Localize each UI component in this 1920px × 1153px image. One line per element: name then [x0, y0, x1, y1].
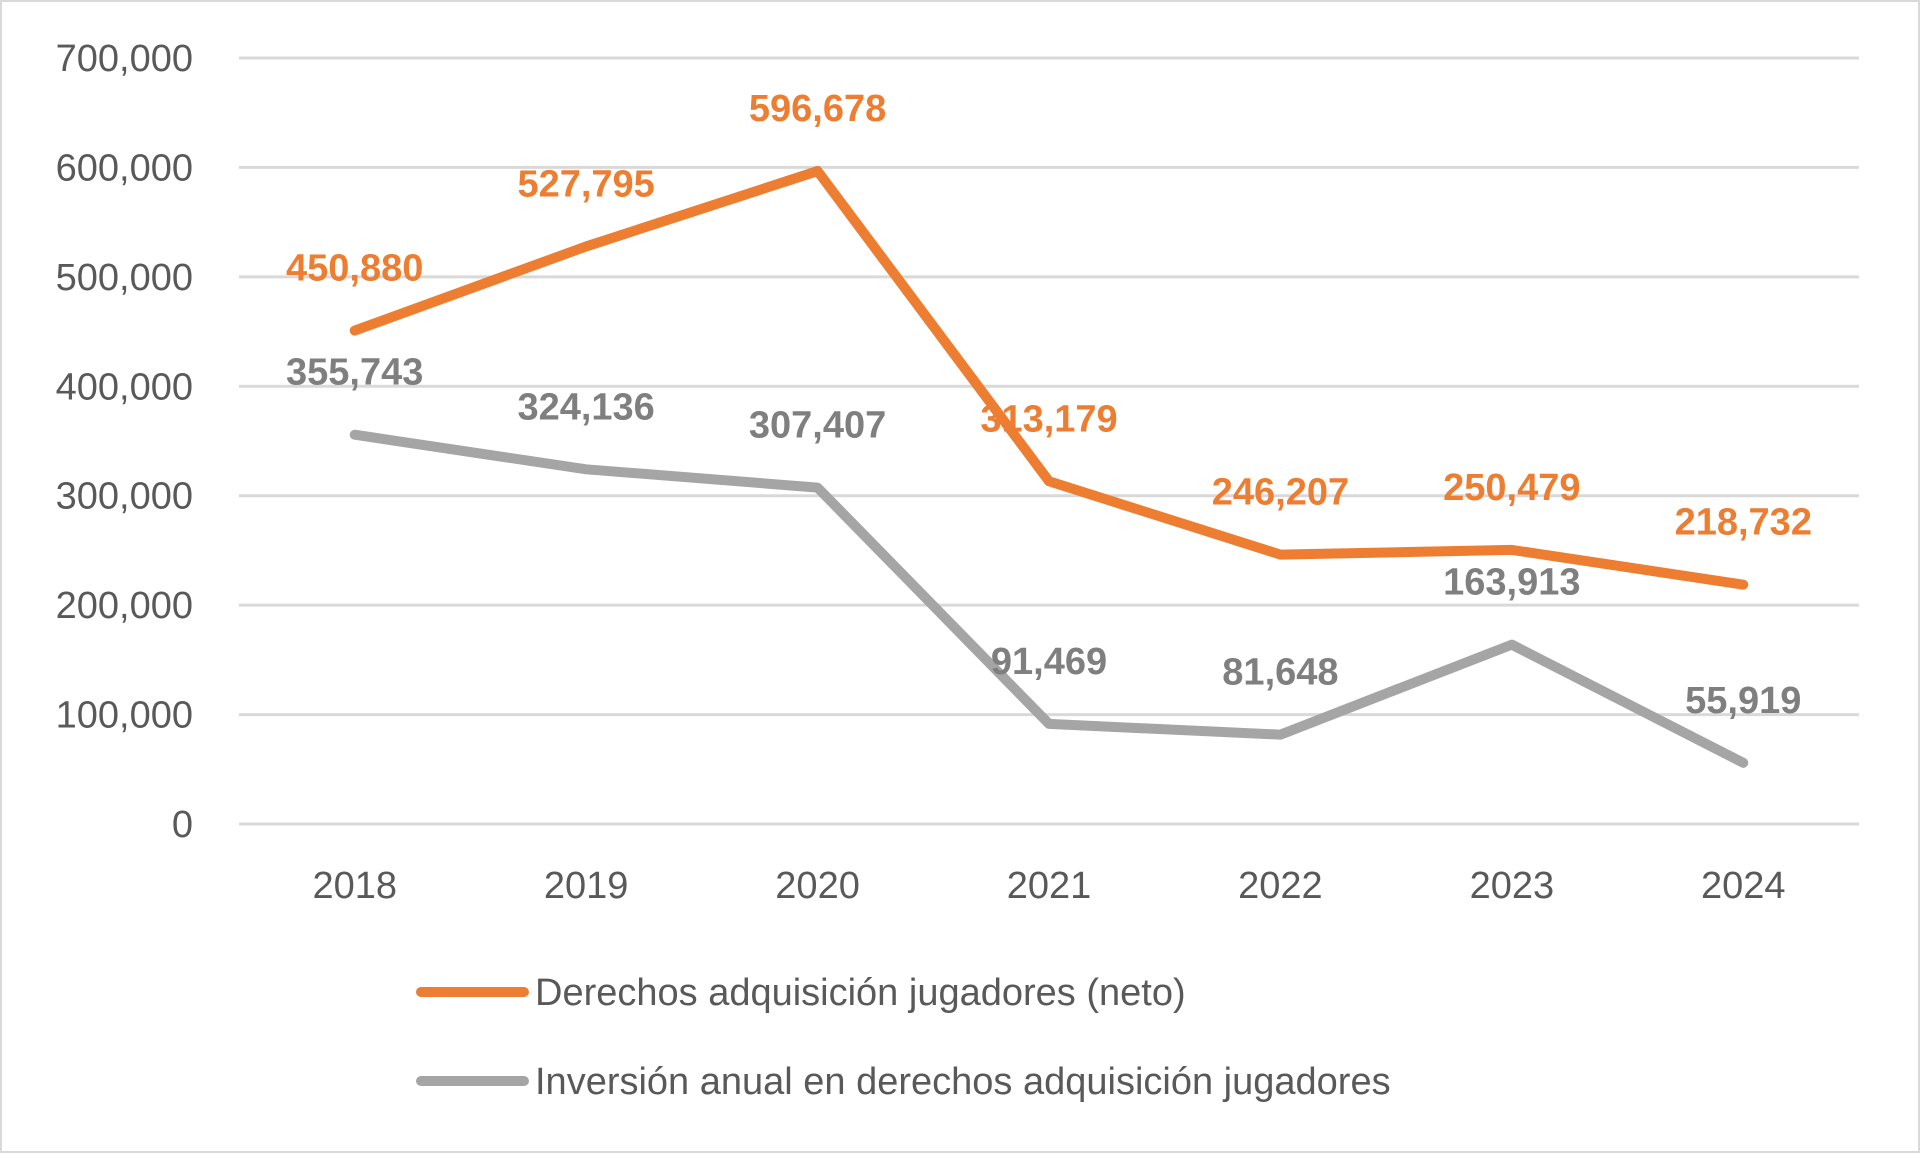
- data-label: 355,743: [286, 352, 423, 394]
- data-label: 307,407: [749, 405, 886, 447]
- data-label: 250,479: [1443, 467, 1580, 509]
- y-tick-label: 200,000: [56, 585, 193, 627]
- data-label: 81,648: [1222, 652, 1338, 694]
- data-label: 596,678: [749, 88, 886, 130]
- legend: Derechos adquisición jugadores (neto) In…: [416, 972, 1391, 1103]
- y-tick-label: 300,000: [56, 476, 193, 518]
- x-tick-label: 2024: [1701, 865, 1786, 907]
- series-line-0: [349, 166, 1749, 590]
- y-tick-label: 0: [172, 804, 193, 846]
- legend-label: Derechos adquisición jugadores (neto): [535, 972, 1186, 1014]
- data-label: 163,913: [1443, 562, 1580, 604]
- data-label: 55,919: [1685, 680, 1801, 722]
- legend-item-derechos-neto[interactable]: Derechos adquisición jugadores (neto): [416, 972, 1186, 1014]
- legend-item-inversion-anual[interactable]: Inversión anual en derechos adquisición …: [416, 1061, 1391, 1103]
- data-label: 324,136: [517, 386, 654, 428]
- x-tick-label: 2023: [1470, 865, 1555, 907]
- data-label: 527,795: [517, 163, 654, 205]
- data-labels: 450,880 527,795 596,678 313,179 246,207 250,4…: [286, 88, 1812, 722]
- x-tick-label: 2021: [1007, 865, 1092, 907]
- data-label: 218,732: [1675, 502, 1812, 544]
- data-label: 91,469: [991, 641, 1107, 683]
- data-label: 313,179: [980, 398, 1117, 440]
- y-axis-ticks: 0 100,000 200,000 300,000 400,000 500,000 600,…: [56, 38, 193, 846]
- y-tick-label: 400,000: [56, 366, 193, 408]
- y-tick-label: 700,000: [56, 38, 193, 80]
- data-label: 450,880: [286, 248, 423, 290]
- x-tick-label: 2019: [544, 865, 629, 907]
- x-tick-label: 2020: [775, 865, 860, 907]
- x-tick-label: 2022: [1238, 865, 1323, 907]
- y-tick-label: 100,000: [56, 695, 193, 737]
- x-axis-ticks: 2018 2019 2020 2021 2022 2023 2024: [312, 865, 1785, 907]
- data-label: 246,207: [1212, 472, 1349, 514]
- y-tick-label: 600,000: [56, 147, 193, 189]
- y-tick-label: 500,000: [56, 257, 193, 299]
- x-tick-label: 2018: [312, 865, 397, 907]
- series-lines: [349, 166, 1749, 768]
- gridlines: [239, 56, 1859, 826]
- legend-label: Inversión anual en derechos adquisición …: [535, 1061, 1391, 1103]
